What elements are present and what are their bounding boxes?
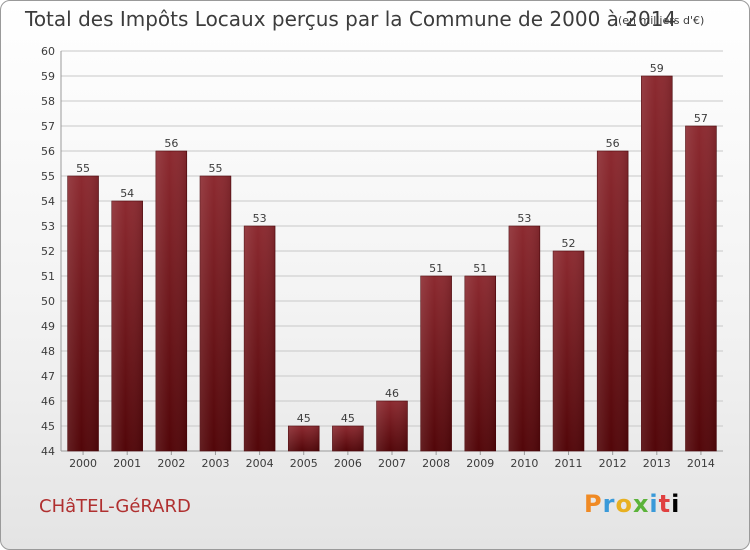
bar-shading bbox=[685, 126, 717, 451]
x-tick-label-2004: 2004 bbox=[246, 457, 274, 470]
x-tick-label-2006: 2006 bbox=[334, 457, 362, 470]
bar-shading bbox=[332, 426, 364, 451]
value-label-2002: 56 bbox=[164, 137, 178, 150]
bar-shading bbox=[67, 176, 99, 451]
y-tick-label: 45 bbox=[41, 420, 55, 433]
value-label-2004: 53 bbox=[253, 212, 267, 225]
y-tick-label: 58 bbox=[41, 95, 55, 108]
value-label-2010: 53 bbox=[517, 212, 531, 225]
x-tick-label-2001: 2001 bbox=[113, 457, 141, 470]
bar-shading bbox=[508, 226, 540, 451]
y-tick-label: 52 bbox=[41, 245, 55, 258]
y-tick-label: 44 bbox=[41, 445, 55, 458]
x-tick-label-2012: 2012 bbox=[599, 457, 627, 470]
x-tick-label-2002: 2002 bbox=[157, 457, 185, 470]
x-tick-label-2000: 2000 bbox=[69, 457, 97, 470]
value-label-2014: 57 bbox=[694, 112, 708, 125]
y-tick-label: 55 bbox=[41, 170, 55, 183]
x-tick-label-2014: 2014 bbox=[687, 457, 715, 470]
bar-shading bbox=[200, 176, 231, 451]
labels: 44 45 46 47 48 49 50 51 52 53 54 55 56 57 58 59 60 55 2000… bbox=[41, 45, 715, 470]
value-label-2001: 54 bbox=[120, 187, 134, 200]
y-tick-label: 60 bbox=[41, 45, 55, 58]
value-label-2007: 46 bbox=[385, 387, 399, 400]
bar-shading bbox=[641, 76, 673, 451]
y-tick-label: 59 bbox=[41, 70, 55, 83]
proxiti-logo: Proxiti bbox=[584, 490, 681, 518]
bar-shading bbox=[553, 251, 584, 451]
bar-shading bbox=[155, 151, 187, 451]
x-tick-label-2013: 2013 bbox=[643, 457, 671, 470]
y-tick-label: 48 bbox=[41, 345, 55, 358]
x-tick-label-2010: 2010 bbox=[510, 457, 538, 470]
value-label-2012: 56 bbox=[606, 137, 620, 150]
unit-label: (en milliers d'€) bbox=[618, 14, 705, 27]
x-tick-label-2009: 2009 bbox=[466, 457, 494, 470]
y-tick-label: 56 bbox=[41, 145, 55, 158]
x-tick-label-2008: 2008 bbox=[422, 457, 450, 470]
chart-title: Total des Impôts Locaux perçus par la Co… bbox=[25, 7, 677, 31]
value-label-2005: 45 bbox=[297, 412, 311, 425]
x-tick-label-2003: 2003 bbox=[201, 457, 229, 470]
bar-shading bbox=[597, 151, 629, 451]
bar-shading bbox=[288, 426, 320, 451]
y-tick-label: 50 bbox=[41, 295, 55, 308]
bar-shading bbox=[376, 401, 408, 451]
value-label-2003: 55 bbox=[208, 162, 222, 175]
y-tick-label: 51 bbox=[41, 270, 55, 283]
y-tick-label: 54 bbox=[41, 195, 55, 208]
value-label-2013: 59 bbox=[650, 62, 664, 75]
y-tick-label: 53 bbox=[41, 220, 55, 233]
bar-shading bbox=[464, 276, 496, 451]
value-label-2000: 55 bbox=[76, 162, 90, 175]
bar-shading bbox=[111, 201, 143, 451]
y-tick-label: 57 bbox=[41, 120, 55, 133]
y-tick-label: 47 bbox=[41, 370, 55, 383]
bar-shading bbox=[244, 226, 276, 451]
value-label-2009: 51 bbox=[473, 262, 487, 275]
value-label-2006: 45 bbox=[341, 412, 355, 425]
commune-name: CHâTEL-GéRARD bbox=[39, 496, 191, 517]
y-tick-label: 49 bbox=[41, 320, 55, 333]
x-tick-label-2005: 2005 bbox=[290, 457, 318, 470]
x-tick-label-2007: 2007 bbox=[378, 457, 406, 470]
value-label-2008: 51 bbox=[429, 262, 443, 275]
bars bbox=[67, 75, 717, 452]
value-label-2011: 52 bbox=[562, 237, 576, 250]
y-tick-label: 46 bbox=[41, 395, 55, 408]
bar-shading bbox=[420, 276, 452, 451]
x-tick-label-2011: 2011 bbox=[555, 457, 583, 470]
